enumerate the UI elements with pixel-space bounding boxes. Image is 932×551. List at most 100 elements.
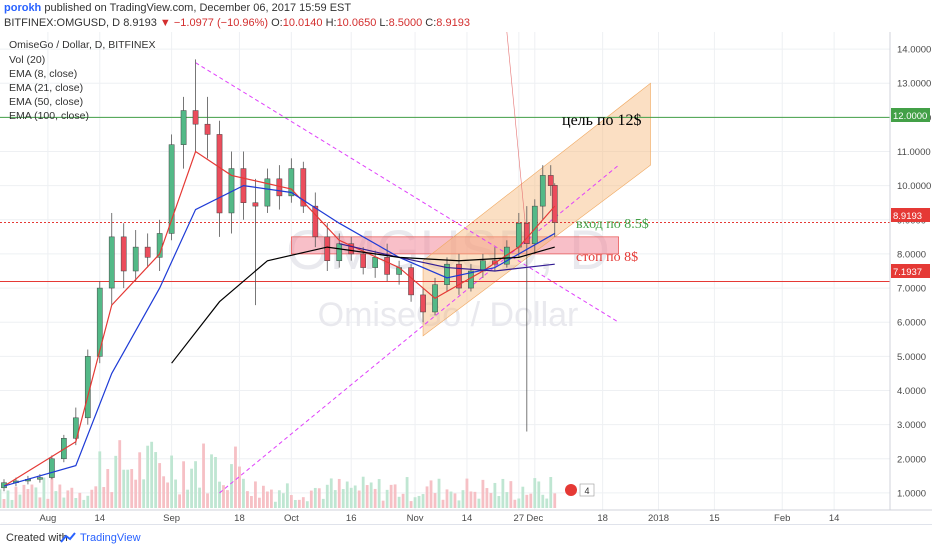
x-tick-label: 14 xyxy=(829,513,840,524)
volume-bar xyxy=(210,454,213,508)
volume-bar xyxy=(309,490,313,508)
volume-bar xyxy=(421,494,425,508)
low-label: L: xyxy=(379,17,389,29)
ema-line xyxy=(171,246,555,364)
volume-bar xyxy=(190,468,193,508)
annotations: цель по 12$ вход по 8.5$ стоп по 8$ xyxy=(562,112,649,265)
volume-bar xyxy=(10,499,14,508)
volume-bar xyxy=(6,490,10,508)
volume-bar xyxy=(505,492,509,508)
x-tick-label: 27 xyxy=(514,513,525,524)
volume-bar xyxy=(465,478,469,508)
volume-bar xyxy=(389,484,393,508)
volume-bar xyxy=(198,487,201,508)
time-axis[interactable]: Aug 14 Sep 18 Oct 16 Nov 14 27 Dec 18 2018 15 Feb 14 xyxy=(0,509,932,524)
candle-body xyxy=(37,477,43,480)
legend-ema100: EMA (100, close) xyxy=(9,110,89,122)
volume-bar xyxy=(425,486,429,508)
candle-body xyxy=(180,110,187,145)
volume-bar xyxy=(305,501,309,508)
volume-bar xyxy=(525,494,529,508)
volume-bar xyxy=(453,493,457,508)
volume-bar xyxy=(545,498,549,508)
volume-bar xyxy=(385,489,389,508)
volume-bar xyxy=(62,497,66,508)
volume-bar xyxy=(142,479,146,508)
volume-bar xyxy=(377,479,381,508)
volume-bar xyxy=(122,469,126,508)
volume-bar xyxy=(82,499,86,508)
open-label: O: xyxy=(271,17,283,29)
volume-bar xyxy=(553,493,557,508)
volume-bar xyxy=(437,478,441,508)
price-chart[interactable]: OMGUSD, D OmiseGo / Dollar цель по 12$ в… xyxy=(0,32,932,524)
author-link[interactable]: porokh xyxy=(4,2,42,14)
candle-body xyxy=(408,267,414,296)
volume-bar xyxy=(357,490,361,508)
volume-bar xyxy=(273,501,277,508)
legend-vol: Vol (20) xyxy=(9,54,45,66)
volume-bar xyxy=(66,490,70,508)
x-tick-label: Feb xyxy=(774,513,790,524)
level-label-red: 7.1937 xyxy=(893,267,922,278)
x-tick-label: 15 xyxy=(709,513,720,524)
volume-bar xyxy=(146,445,150,508)
close-value: 8.9193 xyxy=(436,17,470,29)
volume-badge[interactable]: 4 xyxy=(565,483,595,497)
volume-bar xyxy=(409,501,413,508)
candle-body xyxy=(252,202,259,207)
volume-bar xyxy=(489,493,493,508)
x-tick-label: 14 xyxy=(462,513,473,524)
tradingview-link[interactable]: TradingView xyxy=(80,532,141,544)
volume-bar xyxy=(86,495,90,508)
candle-body xyxy=(132,246,139,272)
volume-bar xyxy=(230,464,233,508)
last-price: 8.9193 xyxy=(123,17,157,29)
candle-body xyxy=(300,168,307,207)
volume-bar xyxy=(138,452,142,508)
volume-bar xyxy=(218,481,221,508)
volume-bar xyxy=(38,497,42,508)
volume-bar xyxy=(106,469,110,508)
x-tick-label: Sep xyxy=(163,513,180,524)
candle-body xyxy=(372,257,379,268)
candle-body xyxy=(216,134,223,214)
volume-bar xyxy=(26,489,30,508)
volume-bar xyxy=(265,491,269,508)
y-tick-label: 5.0000 xyxy=(897,352,926,363)
volume-bar xyxy=(134,479,138,508)
volume-bar xyxy=(14,486,18,508)
legend-ema21: EMA (21, close) xyxy=(9,82,83,94)
volume-bar xyxy=(254,481,257,508)
volume-bar xyxy=(226,490,229,508)
candle-body xyxy=(531,205,538,244)
volume-bar xyxy=(397,496,401,508)
volume-bar xyxy=(222,485,225,508)
candle-body xyxy=(108,236,115,289)
tradingview-logo-icon[interactable] xyxy=(60,532,76,547)
volume-bar xyxy=(202,443,205,508)
volume-bar xyxy=(381,500,385,508)
close-label: C: xyxy=(425,17,437,29)
candle-body xyxy=(288,168,295,197)
volume-bar xyxy=(90,489,94,508)
y-tick-label: 3.0000 xyxy=(897,420,926,431)
candle-body xyxy=(515,222,522,248)
volume-bar xyxy=(317,488,321,508)
y-tick-label: 7.0000 xyxy=(897,284,926,295)
volume-bar xyxy=(393,484,397,508)
volume-bar xyxy=(0,489,2,508)
candle-body xyxy=(420,294,426,313)
target-label: цель по 12$ xyxy=(562,112,642,129)
publish-line: porokh published on TradingView.com, Dec… xyxy=(4,2,351,14)
volume-bar xyxy=(178,494,181,508)
volume-bar xyxy=(166,482,170,508)
entry-label: вход по 8.5$ xyxy=(576,217,649,232)
volume-bar xyxy=(313,487,317,508)
volume-bar xyxy=(194,461,197,508)
volume-bar xyxy=(46,498,50,508)
x-tick-label: 2018 xyxy=(648,513,669,524)
candle-body xyxy=(360,253,367,268)
volume-bar xyxy=(417,495,421,508)
volume-bar xyxy=(242,478,245,508)
